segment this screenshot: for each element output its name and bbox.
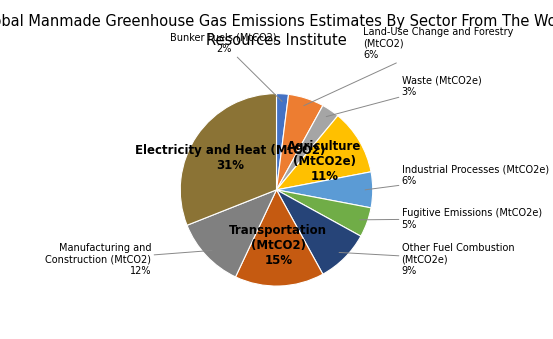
Wedge shape <box>276 190 371 236</box>
Wedge shape <box>236 190 323 286</box>
Wedge shape <box>276 105 338 190</box>
Wedge shape <box>187 190 276 277</box>
Wedge shape <box>180 94 276 225</box>
Text: Other Fuel Combustion
(MtCO2e)
9%: Other Fuel Combustion (MtCO2e) 9% <box>339 242 514 276</box>
Text: Agriculture
(MtCO2e)
11%: Agriculture (MtCO2e) 11% <box>288 140 362 183</box>
Wedge shape <box>276 94 323 190</box>
Text: Land-Use Change and Forestry
(MtCO2)
6%: Land-Use Change and Forestry (MtCO2) 6% <box>304 27 514 106</box>
Text: Manufacturing and
Construction (MtCO2)
12%: Manufacturing and Construction (MtCO2) 1… <box>45 242 212 276</box>
Text: Electricity and Heat (MtCO2)
31%: Electricity and Heat (MtCO2) 31% <box>135 144 326 173</box>
Text: Fugitive Emissions (MtCO2e)
5%: Fugitive Emissions (MtCO2e) 5% <box>360 208 542 230</box>
Text: Bunker Fuels (MtCO2)
2%: Bunker Fuels (MtCO2) 2% <box>170 33 282 101</box>
Wedge shape <box>276 190 361 274</box>
Text: Transportation
(MtCO2)
15%: Transportation (MtCO2) 15% <box>229 224 327 267</box>
Wedge shape <box>276 94 289 190</box>
Wedge shape <box>276 116 371 190</box>
Text: Waste (MtCO2e)
3%: Waste (MtCO2e) 3% <box>326 75 481 117</box>
Text: Industrial Processes (MtCO2e)
6%: Industrial Processes (MtCO2e) 6% <box>365 165 549 190</box>
Text: Global Manmade Greenhouse Gas Emissions Estimates By Sector From The World
Resou: Global Manmade Greenhouse Gas Emissions … <box>0 14 553 48</box>
Wedge shape <box>276 172 373 208</box>
